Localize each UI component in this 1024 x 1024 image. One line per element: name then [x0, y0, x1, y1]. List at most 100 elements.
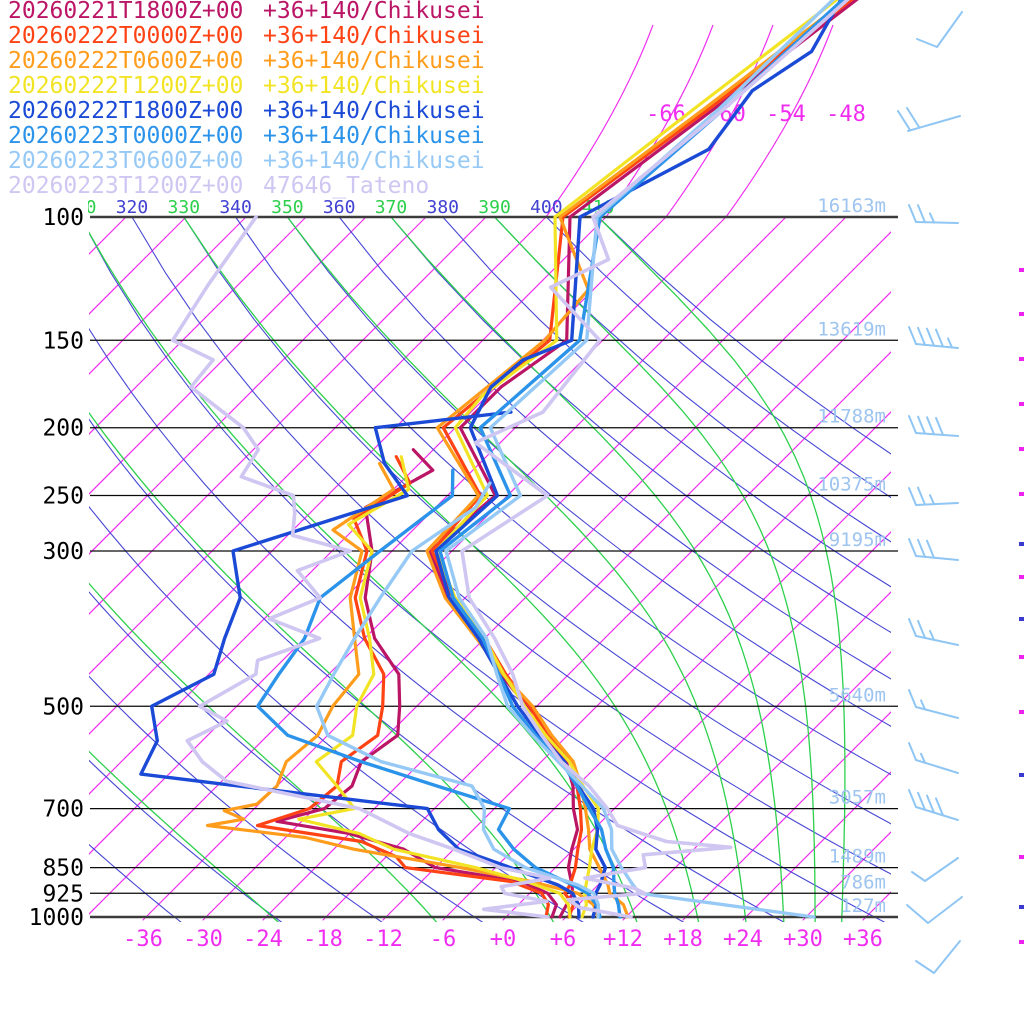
isotherm-line [442, 471, 891, 921]
theta-labels: 310320330340350360370380390400410 [88, 197, 614, 218]
moist-adiabat-line [89, 582, 438, 922]
theta-tick-label: 390 [478, 197, 511, 218]
edge-stub-magenta [1019, 357, 1024, 361]
pressure-tick-label: 700 [42, 797, 84, 823]
isotherm-line [89, 216, 427, 555]
edge-stub-magenta [1019, 655, 1024, 659]
edge-stub-blue [1019, 773, 1024, 777]
legend-station-label: 47646_Tateno [263, 173, 429, 199]
dry-adiabat-line [235, 216, 891, 776]
edge-stub-magenta [1019, 268, 1024, 272]
isotherm-line [682, 711, 891, 921]
sounding-temperature-fcst_F23_00Z [438, 0, 845, 919]
dry-adiabat-line [183, 216, 891, 825]
wind-barb [908, 538, 959, 561]
sounding-dewpoint-fcst_F23_06Z [315, 481, 601, 919]
pressure-tick-label: 250 [42, 484, 84, 510]
edge-tick-stubs [1019, 268, 1024, 944]
isotherm-line [89, 216, 487, 615]
isotherm-line [89, 216, 307, 435]
upper-isotherm-line [545, 24, 654, 218]
wind-barb [908, 486, 959, 506]
legend-station-label: +36+140/Chikusei [263, 48, 485, 74]
theta-tick-label: 360 [323, 197, 356, 218]
dry-adiabat-line [89, 418, 685, 922]
upper-temp-tick-label: -66 [646, 102, 686, 127]
isotherm-line [89, 216, 607, 735]
bottom-temp-tick-label: +24 [723, 927, 763, 952]
pressure-tick-label: 850 [42, 856, 84, 882]
edge-stub-magenta [1019, 855, 1024, 859]
dry-adiabat-line [494, 216, 891, 543]
dry-adiabat-line [131, 216, 891, 875]
isotherm-line [562, 591, 891, 921]
edge-stub-magenta [1019, 940, 1024, 944]
wind-barb [908, 742, 959, 774]
dry-adiabat-line [390, 216, 891, 634]
isotherm-line [89, 216, 247, 375]
pressure-tick-label: 1000 [29, 905, 84, 931]
legend-station-label: +36+140/Chikusei [263, 98, 485, 124]
height-label: 127m [840, 895, 886, 917]
wind-barb [908, 326, 959, 349]
dry-adiabat-line [89, 591, 484, 922]
upper-isotherm-line [665, 24, 774, 218]
height-label: 16163m [817, 195, 886, 217]
edge-stub-blue [1019, 617, 1024, 621]
wind-barb [908, 618, 959, 646]
bottom-temp-tick-label: -30 [183, 927, 223, 952]
pressure-tick-label: 300 [42, 539, 84, 565]
moist-adiabat-line [183, 216, 700, 922]
height-label: 1489m [829, 846, 886, 868]
moist-adiabat-line [89, 750, 280, 922]
height-labels: 16163m 13619m 11788m 10375m 9195m 5640m 3057m 1… [817, 195, 886, 917]
wind-barb [908, 415, 959, 437]
sounding-temperature-fcst_F22_18Z [434, 0, 843, 919]
sounding-temperature-obs_47646_Tateno [460, 0, 850, 919]
legend-station-label: +36+140/Chikusei [263, 23, 485, 49]
sounding-dewpoint-fcst_F22_00Z [255, 455, 551, 919]
theta-tick-label: 400 [530, 197, 563, 218]
wind-barb [911, 857, 959, 882]
dry-adiabat-line [338, 216, 891, 680]
edge-stub-blue [1019, 542, 1024, 546]
dry-adiabat-line [89, 843, 182, 922]
isotherm-line [382, 411, 891, 921]
legend-datetime: 20260223T1200Z+00 [8, 173, 243, 199]
height-label: 5640m [829, 684, 886, 706]
theta-tick-label: 380 [427, 197, 460, 218]
bottom-temp-tick-label: +36 [843, 927, 883, 952]
dry-adiabat-line [442, 216, 891, 588]
bottom-temp-tick-label: +18 [663, 927, 703, 952]
height-label: 3057m [829, 787, 886, 809]
legend-station-label: +36+140/Chikusei [263, 123, 485, 149]
dry-adiabat-line [286, 216, 891, 727]
legend-datetime: 20260222T0600Z+00 [8, 48, 243, 74]
isotherm-line [89, 216, 547, 675]
pressure-tick-label: 100 [42, 205, 84, 231]
pressure-tick-label: 150 [42, 328, 84, 354]
bottom-temp-tick-label: -6 [430, 927, 457, 952]
isotherm-line [742, 771, 891, 921]
height-label: 11788m [817, 406, 886, 428]
dry-adiabat-line [89, 327, 785, 922]
isotherm-line [622, 651, 891, 921]
edge-stub-magenta [1019, 312, 1024, 316]
legend-station-label: +36+140/Chikusei [263, 0, 485, 24]
bottom-temp-tick-label: -24 [243, 927, 283, 952]
wind-barb [908, 689, 959, 719]
height-label: 13619m [817, 318, 886, 340]
edge-stub-magenta [1019, 492, 1024, 496]
legend-datetime: 20260222T0000Z+00 [8, 23, 243, 49]
sounding-dewpoint-fcst_F23_00Z [256, 468, 602, 919]
bottom-temp-tick-label: +12 [603, 927, 643, 952]
dry-adiabat-line [89, 759, 283, 922]
bottom-temp-tick-label: +30 [783, 927, 823, 952]
moist-adiabat-line [390, 216, 785, 922]
bottom-temp-axis: -36 -30 -24 -18 -12 -6 +0 +6 +12 +18 +24 +30 +36 [123, 927, 883, 952]
wind-barb [908, 204, 959, 224]
theta-tick-label: 340 [219, 197, 252, 218]
